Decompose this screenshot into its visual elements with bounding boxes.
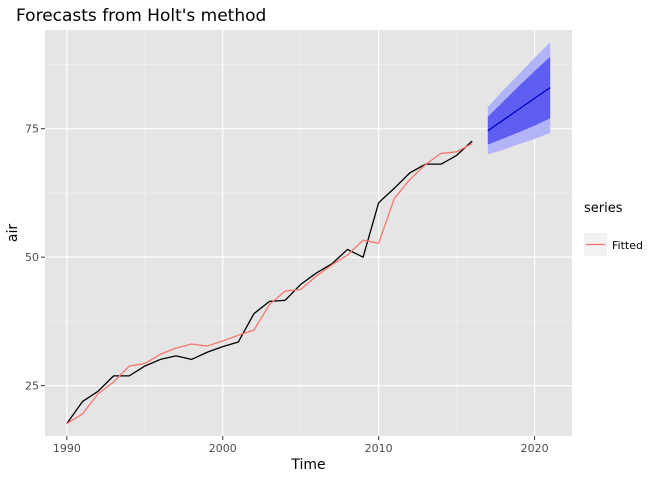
minor-gridlines: [45, 30, 572, 436]
y-tick-label: 50: [25, 251, 39, 264]
y-axis-title: air: [5, 224, 21, 242]
x-tick-label: 2000: [209, 442, 237, 455]
y-axis-ticks: 25 50 75: [25, 123, 45, 393]
y-tick-label: 75: [25, 123, 39, 136]
chart-title: Forecasts from Holt's method: [16, 6, 266, 26]
x-tick-label: 2010: [365, 442, 393, 455]
plot-panel: [45, 30, 572, 436]
fitted-series-line: [66, 143, 473, 425]
y-tick-label: 25: [25, 380, 39, 393]
forecast-80-interval-band: [487, 56, 551, 145]
x-tick-label: 2020: [521, 442, 549, 455]
x-axis-title: Time: [290, 457, 325, 473]
major-gridlines: [45, 30, 572, 436]
legend-label-fitted: Fitted: [612, 239, 643, 252]
series-lines: [66, 87, 551, 425]
x-axis-ticks: 1990 2000 2010 2020: [53, 436, 549, 455]
legend: series Fitted: [584, 201, 643, 256]
forecast-series-line: [487, 87, 551, 132]
x-tick-label: 1990: [53, 442, 81, 455]
observed-series-line: [66, 140, 473, 425]
legend-title: series: [584, 201, 623, 216]
forecast-intervals: [487, 42, 551, 155]
